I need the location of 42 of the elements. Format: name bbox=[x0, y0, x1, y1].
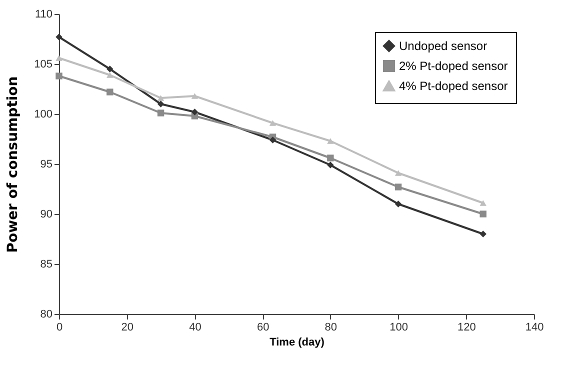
point bbox=[394, 200, 402, 208]
point bbox=[394, 170, 402, 176]
legend-label: 4% Pt-doped sensor bbox=[399, 79, 508, 93]
point bbox=[106, 72, 114, 78]
point bbox=[157, 95, 164, 101]
y-tick-label: 95 bbox=[40, 158, 52, 170]
point bbox=[480, 200, 486, 206]
point bbox=[269, 120, 276, 126]
legend-label: Undoped sensor bbox=[399, 39, 488, 53]
point bbox=[480, 230, 486, 238]
y-tick-label: 90 bbox=[40, 208, 52, 220]
x-tick-label: 140 bbox=[525, 322, 544, 334]
point bbox=[480, 210, 486, 218]
point bbox=[327, 154, 334, 162]
point bbox=[56, 72, 62, 80]
y-tick-label: 80 bbox=[40, 308, 52, 320]
x-tick-label: 100 bbox=[390, 322, 408, 334]
x-tick-label: 0 bbox=[56, 322, 63, 334]
x-tick-label: 80 bbox=[324, 322, 338, 334]
point bbox=[269, 136, 276, 144]
point bbox=[394, 184, 402, 190]
point bbox=[191, 93, 198, 99]
x-tick-label: 120 bbox=[457, 322, 476, 334]
y-axis-title: Power of consumption bbox=[5, 76, 22, 253]
x-tick-label: 60 bbox=[256, 322, 270, 334]
y-tick-label: 100 bbox=[34, 108, 52, 120]
point bbox=[56, 34, 62, 40]
point bbox=[157, 110, 164, 116]
y-tick-label: 85 bbox=[40, 258, 52, 270]
point bbox=[56, 55, 62, 61]
legend-label: 2% Pt-doped sensor bbox=[399, 59, 508, 73]
x-axis-title: Time (day) bbox=[270, 336, 325, 348]
point bbox=[157, 100, 164, 108]
y-tick-label: 110 bbox=[34, 8, 52, 20]
point bbox=[327, 138, 334, 144]
point bbox=[191, 108, 198, 116]
point bbox=[106, 88, 114, 96]
point bbox=[327, 162, 334, 168]
y-tick-label: 105 bbox=[34, 58, 52, 70]
x-tick-label: 20 bbox=[121, 322, 134, 334]
point bbox=[106, 66, 114, 72]
x-tick-label: 40 bbox=[189, 322, 202, 334]
